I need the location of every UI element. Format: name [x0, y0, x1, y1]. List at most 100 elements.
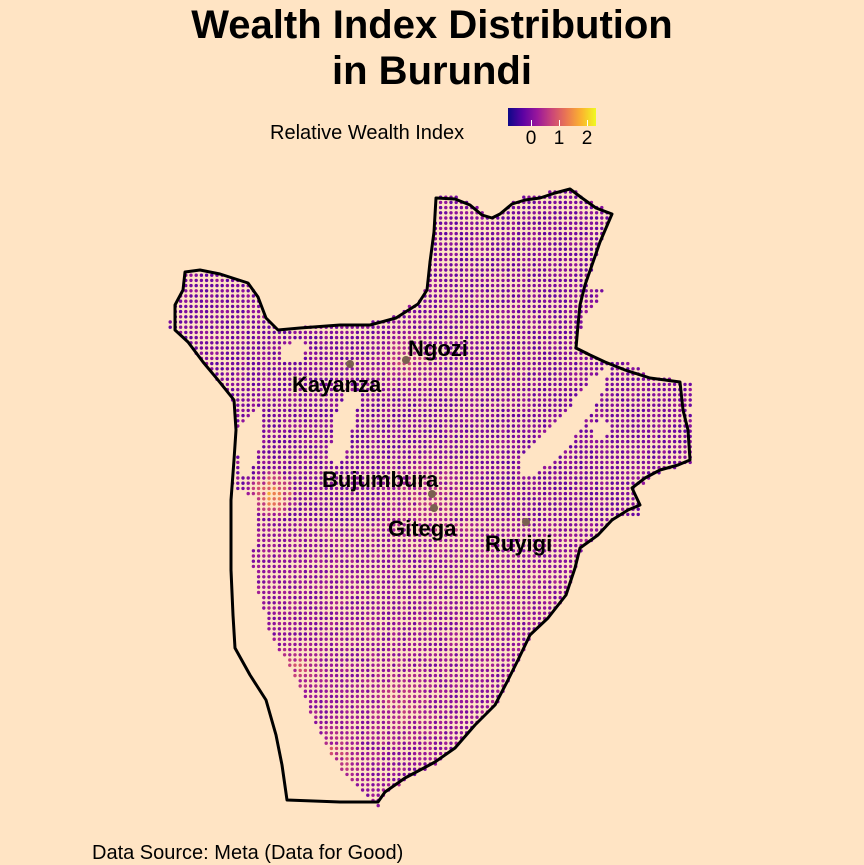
wealth-dot: [386, 356, 391, 361]
wealth-dot: [490, 247, 495, 251]
wealth-dot: [568, 356, 573, 361]
wealth-dot: [433, 595, 438, 600]
wealth-dot: [267, 580, 271, 584]
wealth-dot: [444, 580, 448, 584]
wealth-dot: [262, 361, 266, 366]
wealth-dot: [428, 320, 432, 324]
wealth-dot: [319, 419, 323, 423]
wealth-dot: [548, 335, 552, 340]
wealth-dot: [501, 590, 505, 595]
wealth-dot: [215, 341, 219, 345]
wealth-dot: [418, 481, 422, 485]
wealth-dot: [553, 195, 557, 199]
wealth-dot: [558, 330, 562, 335]
wealth-dot: [303, 450, 308, 454]
wealth-dot: [433, 439, 438, 444]
wealth-dot: [485, 538, 490, 543]
wealth-dot: [329, 606, 334, 610]
wealth-dot: [433, 569, 438, 574]
wealth-dot: [522, 341, 526, 345]
wealth-dot: [329, 590, 334, 595]
wealth-dot: [615, 361, 620, 366]
wealth-dot: [662, 460, 666, 465]
wealth-dot: [657, 424, 661, 428]
wealth-dot: [262, 564, 266, 569]
wealth-dot: [516, 512, 521, 517]
wealth-dot: [376, 564, 380, 569]
wealth-dot: [511, 372, 516, 376]
wealth-dot: [511, 507, 516, 511]
wealth-dot: [558, 465, 562, 470]
wealth-dot: [516, 476, 521, 480]
wealth-dot: [480, 512, 484, 517]
wealth-dot: [418, 538, 422, 543]
wealth-dot: [475, 601, 479, 605]
wealth-dot: [506, 289, 510, 293]
wealth-dot: [511, 205, 516, 210]
wealth-dot: [256, 549, 261, 553]
wealth-dot: [199, 346, 204, 350]
wealth-dot: [532, 497, 536, 501]
wealth-dot: [563, 476, 568, 480]
wealth-dot: [464, 346, 469, 350]
wealth-dot: [470, 569, 474, 574]
wealth-dot: [204, 330, 209, 335]
wealth-dot: [480, 413, 484, 418]
wealth-dot: [334, 372, 339, 376]
wealth-dot: [594, 512, 599, 517]
wealth-dot: [397, 341, 401, 345]
wealth-dot: [548, 408, 552, 413]
wealth-dot: [464, 273, 469, 277]
wealth-dot: [579, 283, 583, 288]
wealth-dot: [563, 408, 568, 413]
wealth-dot: [542, 304, 547, 309]
wealth-dot: [334, 465, 339, 470]
wealth-dot: [423, 450, 427, 454]
wealth-dot: [236, 476, 240, 480]
wealth-dot: [568, 309, 573, 314]
wealth-dot: [438, 299, 443, 303]
wealth-dot: [522, 299, 526, 303]
wealth-dot: [527, 413, 531, 418]
wealth-dot: [392, 507, 396, 511]
wealth-dot: [350, 491, 354, 496]
wealth-dot: [262, 507, 266, 511]
wealth-dot: [470, 585, 474, 589]
wealth-dot: [433, 460, 438, 465]
wealth-dot: [537, 403, 542, 407]
wealth-dot: [600, 226, 604, 231]
wealth-dot: [397, 517, 401, 522]
wealth-dot: [485, 445, 490, 449]
wealth-dot: [334, 497, 339, 501]
wealth-dot: [558, 320, 562, 324]
wealth-dot: [485, 341, 490, 345]
wealth-dot: [470, 294, 474, 298]
wealth-dot: [480, 367, 484, 371]
wealth-dot: [256, 517, 261, 522]
wealth-dot: [438, 590, 443, 595]
wealth-dot: [490, 491, 495, 496]
wealth-dot: [594, 294, 599, 298]
wealth-dot: [548, 403, 552, 407]
wealth-dot: [256, 320, 261, 324]
wealth-dot: [324, 460, 328, 465]
wealth-dot: [522, 325, 526, 329]
wealth-dot: [454, 294, 458, 298]
wealth-dot: [475, 377, 479, 381]
wealth-dot: [454, 590, 458, 595]
wealth-dot: [251, 387, 256, 392]
wealth-dot: [308, 512, 313, 517]
wealth-dot: [423, 299, 427, 303]
wealth-dot: [386, 465, 391, 470]
wealth-dot: [418, 335, 422, 340]
wealth-dot: [480, 257, 484, 262]
wealth-dot: [381, 465, 386, 470]
wealth-dot: [475, 361, 479, 366]
wealth-dot: [532, 543, 536, 548]
wealth-dot: [480, 606, 484, 610]
wealth-dot: [314, 491, 318, 496]
wealth-dot: [501, 393, 505, 397]
wealth-dot: [293, 398, 297, 402]
wealth-dot: [563, 221, 568, 225]
wealth-dot: [464, 257, 469, 262]
